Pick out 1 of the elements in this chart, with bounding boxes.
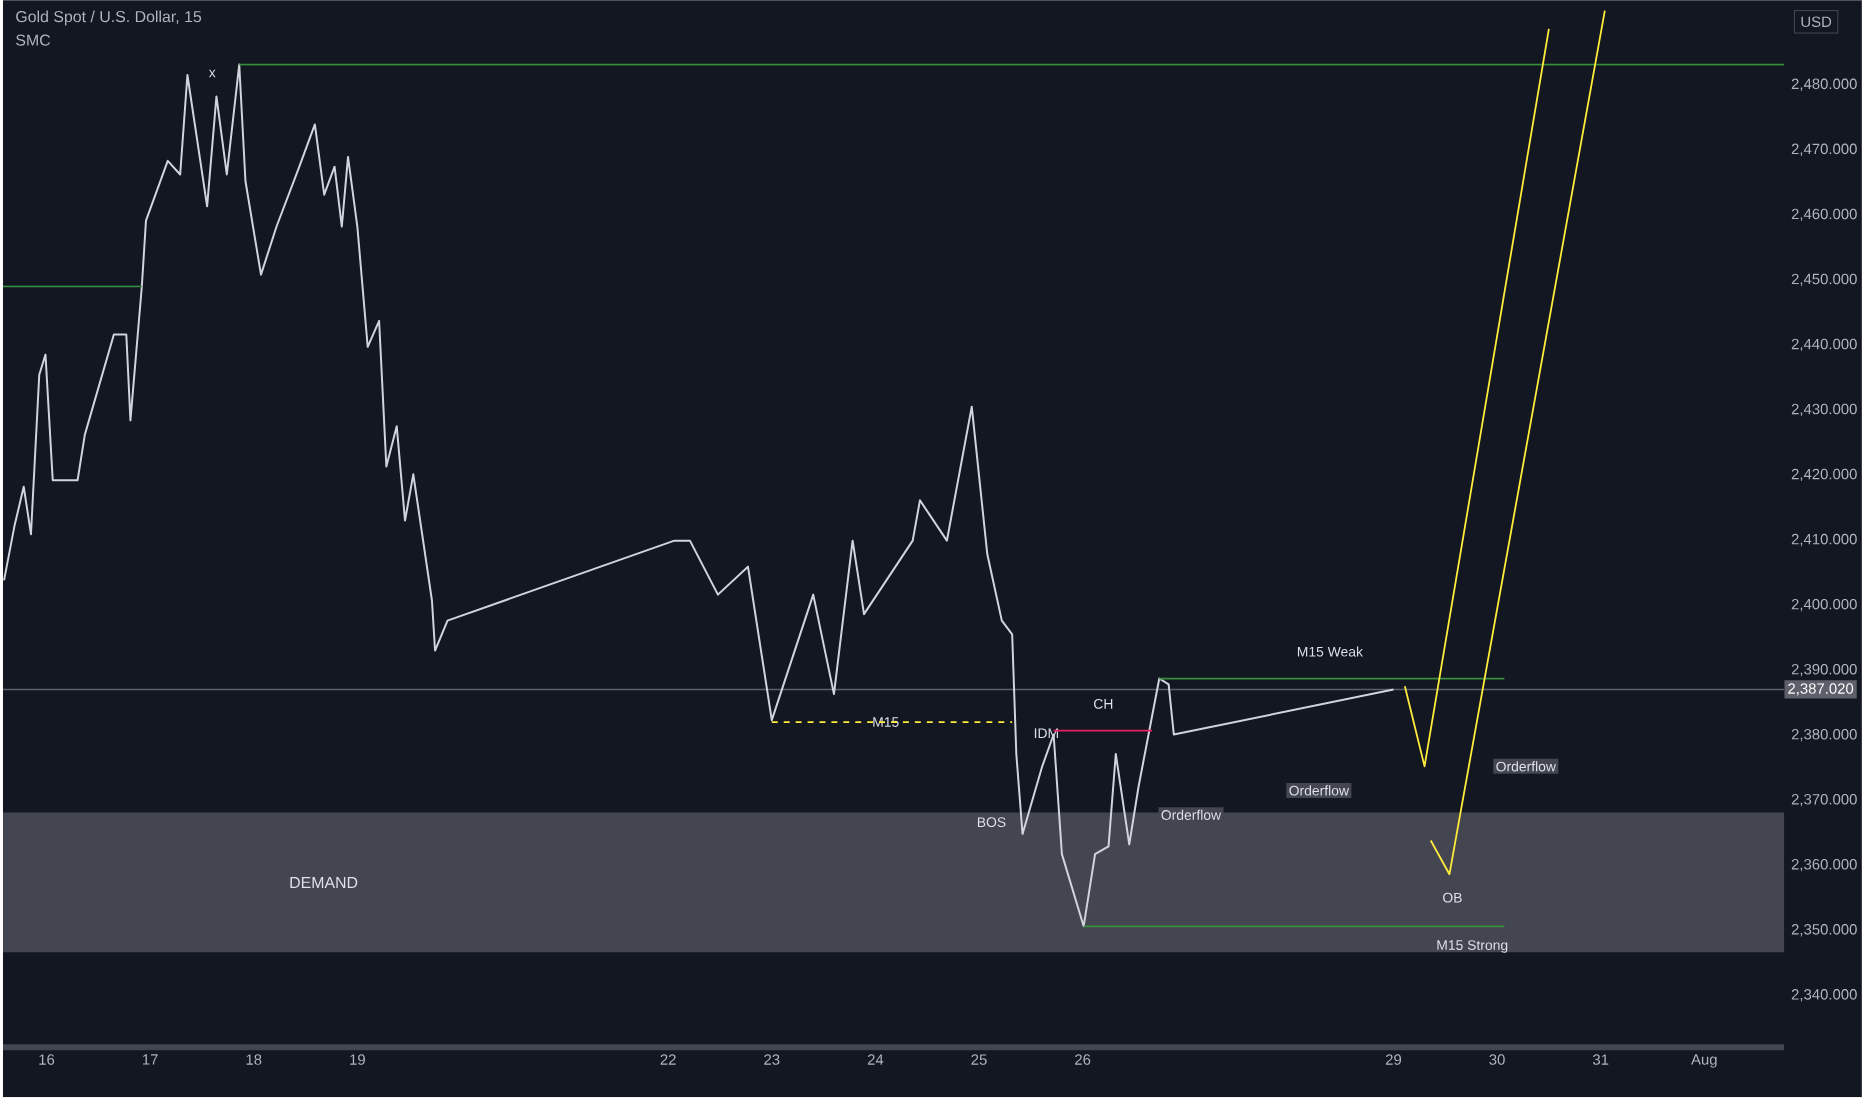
line-series: [3, 63, 1395, 928]
